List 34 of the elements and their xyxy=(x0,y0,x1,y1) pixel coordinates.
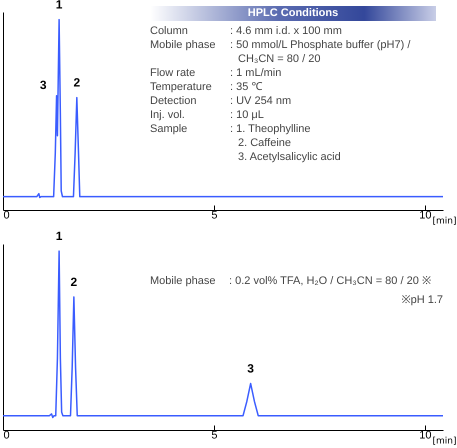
annotation: Detection xyxy=(150,95,196,108)
annotation: : 1. Theophylline xyxy=(230,123,311,136)
annotation: Mobile phase xyxy=(150,275,216,288)
annotation: : 1 mL/min xyxy=(230,67,282,80)
annotation: Column xyxy=(150,25,188,38)
annotation: 3 xyxy=(40,78,47,92)
annotation: Sample xyxy=(150,123,188,136)
annotation: 2 xyxy=(70,274,78,289)
x-axis-title: [min] xyxy=(432,216,456,226)
annotation: 1 xyxy=(56,229,63,244)
annotation: Inj. vol. xyxy=(150,109,185,122)
x-tick-label: 5 xyxy=(211,210,218,222)
annotation: : 50 mmol/L Phosphate buffer (pH7) / xyxy=(230,39,410,52)
annotation: ※pH 1.7 xyxy=(402,294,443,307)
annotation: CH₃CN = 80 / 20 xyxy=(238,53,320,66)
x-tick-label: 0 xyxy=(4,210,10,222)
annotation: : UV 254 nm xyxy=(230,95,292,108)
annotation: : 4.6 mm i.d. x 100 mm xyxy=(230,25,342,38)
x-tick-label: 10 xyxy=(419,430,432,442)
annotation: : 10 μL xyxy=(230,109,264,122)
x-tick-label: 0 xyxy=(4,430,10,442)
annotation: 3 xyxy=(247,362,254,376)
x-axis-title: [min] xyxy=(432,436,456,446)
annotation: Flow rate xyxy=(150,67,196,80)
annotation: 2 xyxy=(73,76,80,90)
annotation: Mobile phase xyxy=(150,39,216,52)
annotation: Temperature xyxy=(150,81,212,94)
annotation: : 0.2 vol% TFA, H₂O / CH₃CN = 80 / 20 ※ xyxy=(229,275,431,288)
annotation: 2. Caffeine xyxy=(238,137,292,150)
annotation: 3. Acetylsalicylic acid xyxy=(238,151,341,164)
x-tick-label: 10 xyxy=(419,210,432,222)
annotation: 1 xyxy=(56,0,63,12)
x-tick-label: 5 xyxy=(211,430,218,442)
annotation: : 35 ℃ xyxy=(230,81,262,94)
